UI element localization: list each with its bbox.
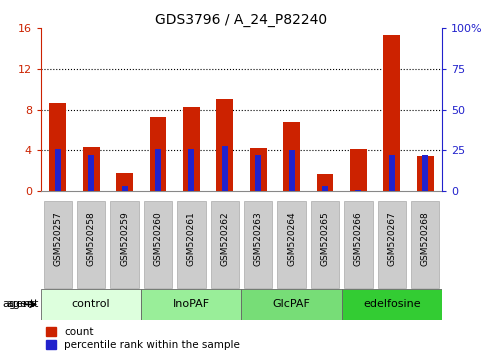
- Text: agent: agent: [2, 299, 34, 309]
- Bar: [355, 189, 361, 191]
- FancyBboxPatch shape: [142, 289, 242, 320]
- Bar: [150, 117, 166, 191]
- Text: control: control: [72, 299, 111, 309]
- Bar: [384, 35, 400, 191]
- FancyBboxPatch shape: [211, 201, 239, 288]
- FancyBboxPatch shape: [344, 201, 372, 288]
- Text: GSM520260: GSM520260: [154, 211, 162, 266]
- Bar: [216, 98, 233, 191]
- FancyBboxPatch shape: [144, 201, 172, 288]
- FancyBboxPatch shape: [77, 201, 105, 288]
- FancyBboxPatch shape: [177, 201, 206, 288]
- Text: GSM520258: GSM520258: [86, 211, 96, 266]
- Bar: [222, 145, 228, 191]
- Text: GSM520266: GSM520266: [354, 211, 363, 266]
- Bar: [422, 155, 428, 191]
- Bar: [289, 150, 295, 191]
- FancyBboxPatch shape: [378, 201, 406, 288]
- Title: GDS3796 / A_24_P82240: GDS3796 / A_24_P82240: [156, 13, 327, 27]
- FancyBboxPatch shape: [342, 289, 442, 320]
- Bar: [188, 149, 194, 191]
- Text: edelfosine: edelfosine: [363, 299, 421, 309]
- Text: GSM520267: GSM520267: [387, 211, 397, 266]
- Bar: [389, 155, 395, 191]
- Text: agent: agent: [6, 299, 39, 309]
- Text: GSM520262: GSM520262: [220, 211, 229, 266]
- Bar: [250, 148, 267, 191]
- FancyBboxPatch shape: [43, 201, 72, 288]
- Bar: [122, 186, 128, 191]
- Legend: count, percentile rank within the sample: count, percentile rank within the sample: [46, 327, 240, 350]
- FancyBboxPatch shape: [41, 289, 142, 320]
- Bar: [183, 107, 200, 191]
- Text: GSM520265: GSM520265: [321, 211, 329, 266]
- Text: GSM520268: GSM520268: [421, 211, 430, 266]
- Text: GSM520261: GSM520261: [187, 211, 196, 266]
- FancyBboxPatch shape: [242, 289, 342, 320]
- Bar: [417, 155, 434, 191]
- Text: GlcPAF: GlcPAF: [273, 299, 311, 309]
- Bar: [83, 147, 99, 191]
- Text: GSM520259: GSM520259: [120, 211, 129, 266]
- Bar: [317, 174, 333, 191]
- Bar: [155, 149, 161, 191]
- FancyBboxPatch shape: [244, 201, 272, 288]
- Bar: [88, 155, 94, 191]
- Bar: [350, 149, 367, 191]
- Bar: [283, 122, 300, 191]
- FancyBboxPatch shape: [411, 201, 440, 288]
- FancyBboxPatch shape: [277, 201, 306, 288]
- Text: GSM520264: GSM520264: [287, 211, 296, 266]
- FancyBboxPatch shape: [311, 201, 339, 288]
- Text: GSM520263: GSM520263: [254, 211, 263, 266]
- Text: GSM520257: GSM520257: [53, 211, 62, 266]
- FancyBboxPatch shape: [111, 201, 139, 288]
- Bar: [49, 103, 66, 191]
- Text: InoPAF: InoPAF: [173, 299, 210, 309]
- Bar: [55, 149, 61, 191]
- Bar: [116, 173, 133, 191]
- Bar: [322, 186, 328, 191]
- Bar: [255, 155, 261, 191]
